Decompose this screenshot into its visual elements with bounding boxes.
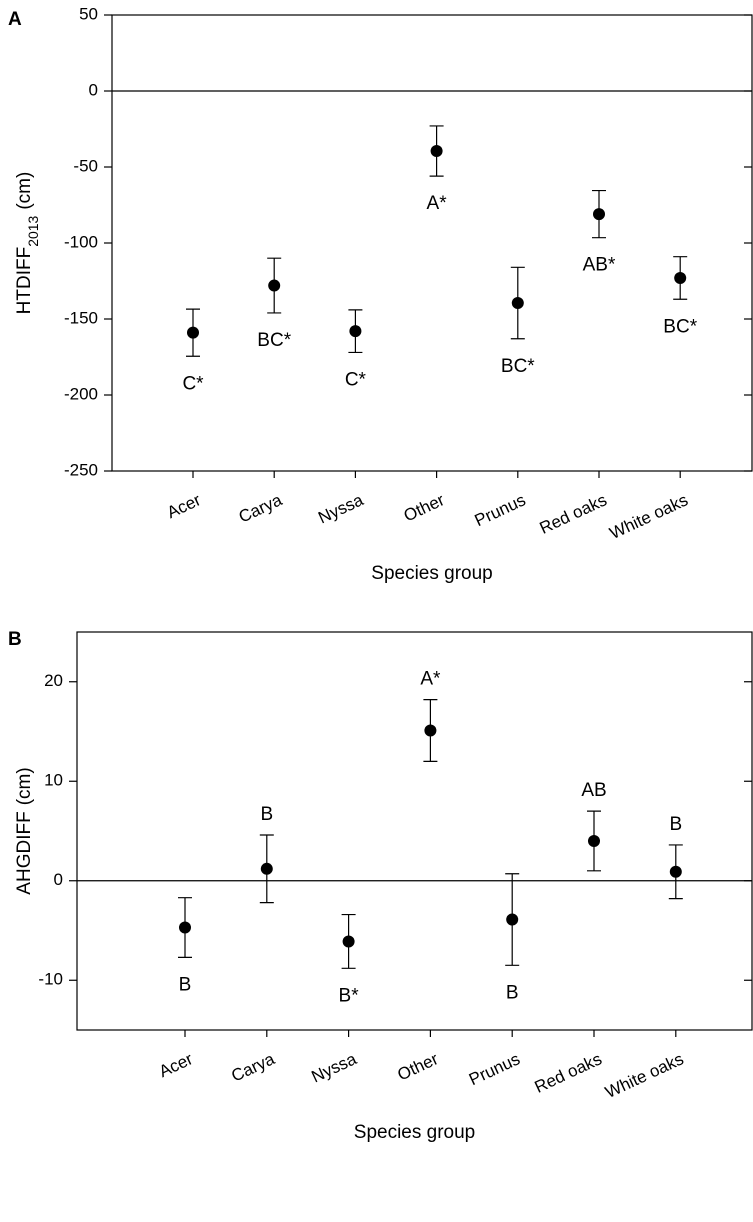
significance-letter: B (669, 814, 682, 835)
y-tick-label: -10 (38, 970, 63, 989)
data-point (511, 297, 524, 310)
x-tick-label: Prunus (472, 490, 529, 530)
y-tick-label: -200 (64, 384, 98, 403)
significance-letter: A* (420, 669, 441, 690)
y-tick-label: -50 (73, 156, 98, 175)
data-point (342, 935, 355, 948)
y-axis-label: AHGDIFF (cm) (14, 767, 35, 894)
x-tick-label: Red oaks (532, 1049, 605, 1097)
y-label-unit: (cm) (14, 172, 35, 210)
plot-frame (111, 14, 753, 472)
data-point (424, 724, 437, 737)
x-axis-label: Species group (371, 563, 492, 584)
y-tick-label: 0 (89, 80, 98, 99)
y-label-unit: (cm) (14, 767, 35, 805)
data-point (179, 921, 191, 934)
x-tick-label: Acer (156, 1049, 196, 1081)
y-label-main: HTDIFF (14, 247, 35, 315)
data-point (349, 325, 362, 338)
y-label-sub: 2013 (25, 215, 41, 246)
x-tick-label: Nyssa (315, 490, 366, 527)
y-tick-label: 0 (54, 870, 63, 889)
y-tick-label: 20 (44, 671, 63, 690)
data-point (588, 834, 600, 847)
data-point (593, 208, 605, 221)
significance-letter: C* (345, 369, 367, 390)
significance-letter: B (179, 974, 192, 995)
y-tick-label: -100 (64, 232, 98, 251)
data-point (187, 326, 199, 339)
x-tick-label: Prunus (466, 1049, 523, 1089)
plot-frame (76, 631, 753, 1031)
y-label-main: AHGDIFF (14, 811, 35, 894)
y-tick-label: -250 (64, 460, 98, 479)
x-axis-label: Species group (354, 1122, 475, 1143)
x-tick-label: Other (395, 1049, 442, 1084)
significance-letter: BC* (257, 330, 291, 351)
significance-letter: BC* (663, 316, 697, 337)
y-tick-label: 10 (44, 771, 63, 790)
panel-label: A (8, 9, 22, 30)
x-tick-label: Carya (228, 1049, 278, 1086)
panel-label: B (8, 629, 22, 650)
significance-letter: AB* (583, 255, 616, 276)
x-tick-label: White oaks (607, 490, 691, 543)
x-tick-label: Acer (164, 490, 204, 522)
data-point (268, 279, 281, 292)
significance-letter: AB (581, 780, 606, 801)
x-tick-label: Nyssa (309, 1049, 360, 1086)
significance-letter: C* (182, 373, 204, 394)
data-point (430, 145, 443, 158)
significance-letter: B (506, 982, 519, 1003)
y-axis-label: HTDIFF2013 (cm) (14, 172, 41, 315)
significance-letter: B* (339, 985, 360, 1006)
significance-letter: BC* (501, 356, 535, 377)
data-point (506, 913, 519, 926)
y-tick-label: -150 (64, 308, 98, 327)
x-tick-label: Other (401, 490, 448, 525)
significance-letter: A* (427, 193, 448, 214)
x-tick-label: White oaks (602, 1049, 686, 1102)
y-tick-label: 50 (79, 4, 98, 23)
x-tick-label: Red oaks (537, 490, 610, 538)
data-point (669, 865, 682, 878)
data-point (260, 862, 273, 875)
data-point (674, 271, 687, 284)
significance-letter: B (260, 804, 273, 825)
x-tick-label: Carya (236, 490, 286, 527)
